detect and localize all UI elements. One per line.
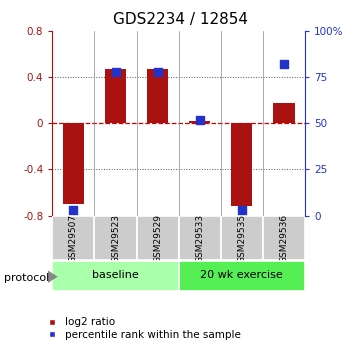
Text: GSM29533: GSM29533 [195, 214, 204, 263]
Point [155, 69, 161, 75]
Bar [179, 216, 221, 260]
Bar [105, 69, 126, 124]
Bar [136, 216, 179, 260]
Text: GDS2234 / 12854: GDS2234 / 12854 [113, 12, 248, 27]
Point [113, 69, 118, 75]
Text: 20 wk exercise: 20 wk exercise [200, 270, 283, 280]
Point [197, 117, 203, 122]
Legend: log2 ratio, percentile rank within the sample: log2 ratio, percentile rank within the s… [41, 317, 241, 340]
Bar [189, 121, 210, 124]
Point [239, 207, 245, 213]
Bar [63, 124, 84, 204]
Point [281, 61, 287, 67]
Bar [263, 216, 305, 260]
Bar [179, 261, 305, 291]
Bar [52, 261, 179, 291]
Text: GSM29535: GSM29535 [238, 214, 246, 263]
Text: GSM29507: GSM29507 [69, 214, 78, 263]
Bar [221, 216, 263, 260]
Text: GSM29536: GSM29536 [279, 214, 288, 263]
Bar [52, 216, 95, 260]
Point [70, 207, 76, 213]
Bar [231, 124, 252, 206]
Bar [274, 102, 295, 124]
Bar [95, 216, 136, 260]
Text: GSM29523: GSM29523 [111, 214, 120, 263]
Bar [147, 69, 168, 124]
Text: baseline: baseline [92, 270, 139, 280]
Text: GSM29529: GSM29529 [153, 214, 162, 263]
Text: protocol: protocol [4, 273, 49, 283]
